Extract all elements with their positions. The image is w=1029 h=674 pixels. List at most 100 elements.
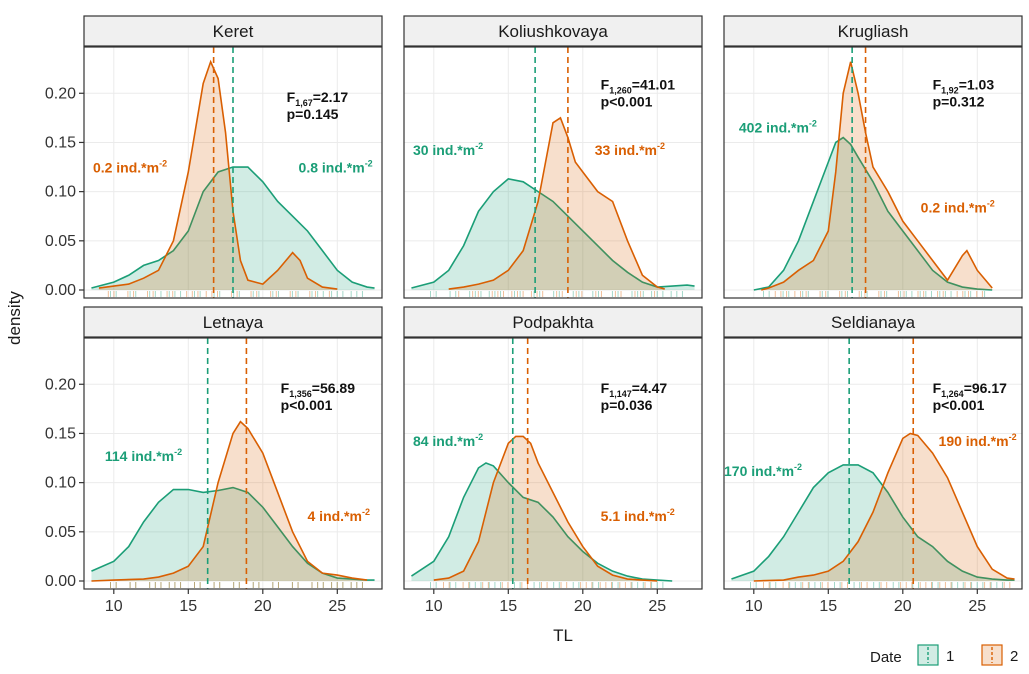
density-label-1: 0.8 ind.*m-2 <box>299 159 373 176</box>
density-line-2 <box>98 59 338 290</box>
density-fill-1 <box>731 464 1015 581</box>
facet-strip <box>83 15 383 47</box>
plot-area <box>84 338 382 589</box>
rug <box>107 291 363 297</box>
x-tick-label: 15 <box>179 598 197 615</box>
density-label-2: 0.2 ind.*m-2 <box>93 159 167 176</box>
stat-f: F1,92=1.03 <box>933 77 995 96</box>
stat-p: p<0.001 <box>601 94 653 110</box>
stat-f: F1,264=96.17 <box>933 380 1008 399</box>
density-label-2: 5.1 ind.*m-2 <box>601 507 675 524</box>
plot-area <box>724 338 1022 589</box>
y-tick-label: 0.10 <box>45 475 76 492</box>
legend: Date 1 2 <box>870 644 1018 666</box>
x-tick-label: 25 <box>328 598 346 615</box>
density-line-1 <box>91 486 375 581</box>
plot-area <box>404 47 702 298</box>
density-fill-2 <box>761 61 993 290</box>
panel-krugliash: Krugliash F1,92=1.03p=0.312 402 ind.*m-2 0.… <box>723 15 1023 299</box>
y-tick-label: 0.00 <box>45 282 76 299</box>
x-tick-label: 25 <box>968 598 986 615</box>
density-label-1: 114 ind.*m-2 <box>105 447 182 464</box>
y-tick-label: 0.10 <box>45 184 76 201</box>
stat-p: p<0.001 <box>933 397 985 413</box>
density-fill-1 <box>91 487 375 581</box>
density-line-1 <box>411 177 695 289</box>
density-label-2: 4 ind.*m-2 <box>308 507 370 524</box>
x-tick-label: 10 <box>745 598 763 615</box>
density-line-1 <box>411 462 673 582</box>
density-fill-2 <box>753 433 1015 581</box>
facet-strip <box>403 306 703 338</box>
rug <box>430 291 683 297</box>
panel-border <box>723 337 1023 590</box>
x-tick-label: 10 <box>105 598 123 615</box>
panel-seldianaya: Seldianaya F1,264=96.17p<0.001 170 ind.*m-… <box>723 306 1023 615</box>
density-fill-2 <box>98 61 338 290</box>
stat-f: F1,356=56.89 <box>281 380 356 399</box>
stat-p: p<0.001 <box>281 397 333 413</box>
legend-label-1: 1 <box>946 648 954 665</box>
density-fill-2 <box>91 421 368 581</box>
density-label-2: 0.2 ind.*m-2 <box>921 199 995 216</box>
panel-koliushkovaya: Koliushkovaya F1,260=41.01p<0.001 30 ind.*… <box>403 15 703 299</box>
panel-keret: Keret F1,67=2.17p=0.145 0.8 ind.*m-2 0.2 in… <box>45 15 383 299</box>
facet-strip <box>403 15 703 47</box>
density-line-2 <box>433 435 658 582</box>
x-tick-label: 20 <box>574 598 592 615</box>
y-tick-label: 0.20 <box>45 376 76 393</box>
rug <box>430 582 664 588</box>
y-tick-label: 0.00 <box>45 573 76 590</box>
rug <box>750 582 1011 588</box>
density-fill-1 <box>411 462 673 581</box>
x-tick-label: 20 <box>254 598 272 615</box>
facet-title: Koliushkovaya <box>498 22 608 41</box>
facet-strip <box>723 15 1023 47</box>
facet-strip <box>83 306 383 338</box>
density-fill-2 <box>433 436 658 581</box>
y-axis-title: density <box>5 291 24 345</box>
rug <box>110 582 363 588</box>
density-label-2: 33 ind.*m-2 <box>595 141 665 158</box>
stat-f: F1,147=4.47 <box>601 380 668 399</box>
panel-border <box>83 46 383 299</box>
facet-strip <box>723 306 1023 338</box>
facet-title: Keret <box>213 22 254 41</box>
density-label-2: 190 ind.*m-2 <box>939 432 1017 449</box>
y-tick-label: 0.15 <box>45 134 76 151</box>
x-tick-label: 20 <box>894 598 912 615</box>
stat-f: F1,67=2.17 <box>287 89 349 108</box>
plot-area <box>724 47 1022 298</box>
panel-border <box>83 337 383 590</box>
density-line-2 <box>753 432 1015 582</box>
density-line-2 <box>91 420 368 582</box>
facet-title: Krugliash <box>838 22 909 41</box>
stat-p: p=0.036 <box>601 397 653 413</box>
stat-f: F1,260=41.01 <box>601 77 676 96</box>
density-fill-2 <box>448 117 665 290</box>
density-fill-1 <box>753 137 993 290</box>
facet-title: Podpakhta <box>512 313 594 332</box>
y-tick-label: 0.05 <box>45 233 76 250</box>
x-axis-title: TL <box>553 626 573 645</box>
rug <box>763 291 986 297</box>
density-label-1: 30 ind.*m-2 <box>413 141 483 158</box>
x-tick-label: 15 <box>499 598 517 615</box>
density-label-1: 170 ind.*m-2 <box>724 462 802 479</box>
x-tick-label: 15 <box>819 598 837 615</box>
y-tick-label: 0.20 <box>45 85 76 102</box>
density-line-1 <box>753 136 993 291</box>
density-line-2 <box>448 116 665 290</box>
panels: Keret F1,67=2.17p=0.145 0.8 ind.*m-2 0.2 in… <box>45 15 1023 615</box>
legend-title: Date <box>870 649 902 666</box>
density-label-1: 84 ind.*m-2 <box>413 432 483 449</box>
plot-area <box>404 338 702 589</box>
density-label-1: 402 ind.*m-2 <box>739 118 817 135</box>
panel-border <box>723 46 1023 299</box>
y-tick-label: 0.15 <box>45 425 76 442</box>
facet-title: Letnaya <box>203 313 264 332</box>
density-line-1 <box>731 464 1015 581</box>
panel-letnaya: Letnaya F1,356=56.89p<0.001 114 ind.*m-2 4 … <box>45 306 383 615</box>
facet-title: Seldianaya <box>831 313 916 332</box>
